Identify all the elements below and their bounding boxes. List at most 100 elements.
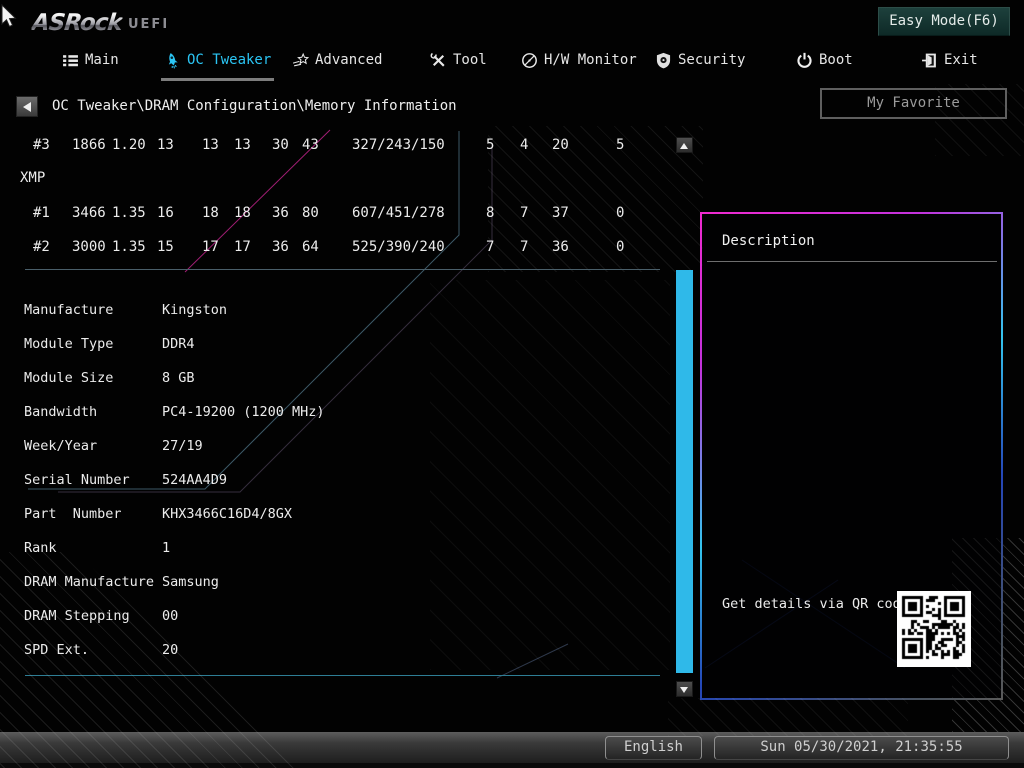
cell: 1.20 [112, 137, 146, 153]
cell: 36 [272, 239, 289, 255]
cell: 36 [272, 205, 289, 221]
asrock-logo: ASRock [30, 10, 124, 36]
info-value: 1 [162, 540, 171, 556]
description-title: Description [722, 233, 815, 249]
cell: 1.35 [112, 239, 146, 255]
info-value: Samsung [162, 574, 219, 590]
cell: 327/243/150 [352, 137, 445, 153]
cell: 525/390/240 [352, 239, 445, 255]
cell: 5 [486, 137, 495, 153]
info-label: Manufacture [24, 302, 114, 318]
exit-icon [922, 53, 936, 67]
tab-label: H/W Monitor [544, 52, 637, 68]
cell: 43 [302, 137, 319, 153]
cell: 0 [616, 205, 625, 221]
tab-main[interactable]: Main [62, 49, 119, 71]
info-value: 20 [162, 642, 179, 658]
cell: 3466 [72, 205, 106, 221]
tab-tool[interactable]: Tool [430, 49, 487, 71]
tools-icon [430, 52, 445, 67]
rocket-icon [168, 52, 178, 68]
info-value: KHX3466C16D4/8GX [162, 506, 293, 522]
cell: #3 [33, 137, 50, 153]
tab-oc-tweaker[interactable]: OC Tweaker [160, 49, 275, 81]
info-value: 27/19 [162, 438, 203, 454]
info-value: 524AA4D9 [162, 472, 228, 488]
cell: 80 [302, 205, 319, 221]
cell: 37 [552, 205, 569, 221]
cell: 18 [234, 205, 251, 221]
tab-security[interactable]: Security [655, 49, 745, 71]
status-bar-strip [0, 763, 1024, 768]
tab-label: Main [85, 52, 119, 68]
cell: 13 [202, 137, 219, 153]
cell: 30 [272, 137, 289, 153]
tab-label: Exit [944, 52, 978, 68]
scrollbar-thumb[interactable] [676, 270, 693, 673]
cell: 7 [486, 239, 495, 255]
cell: 18 [202, 205, 219, 221]
info-value: DDR4 [162, 336, 195, 352]
tab-advanced[interactable]: Advanced [292, 49, 382, 71]
power-icon [797, 52, 812, 68]
triangle-up-icon [680, 143, 688, 149]
info-label: SPD Ext. [24, 642, 90, 658]
cell: 1.35 [112, 205, 146, 221]
scroll-up-button[interactable] [676, 137, 693, 153]
cell: 3000 [72, 239, 106, 255]
info-label: Module Type [24, 336, 114, 352]
cell: 15 [157, 239, 174, 255]
cell: 4 [520, 137, 529, 153]
back-arrow-icon [23, 102, 31, 112]
shield-icon [656, 52, 671, 68]
cell: 13 [157, 137, 174, 153]
cell: 1866 [72, 137, 106, 153]
info-label: DRAM Stepping [24, 608, 130, 624]
qr-caption: Get details via QR code [722, 596, 909, 612]
back-button[interactable] [16, 96, 38, 117]
tab-exit[interactable]: Exit [921, 49, 978, 71]
cell: 607/451/278 [352, 205, 445, 221]
description-rule [707, 261, 997, 262]
breadcrumb: OC Tweaker\DRAM Configuration\Memory Inf… [52, 98, 457, 114]
bg-stripes-midright [430, 280, 670, 670]
uefi-label: UEFI [128, 17, 170, 32]
info-label: Week/Year [24, 438, 98, 454]
star-icon [292, 52, 309, 66]
cell: 7 [520, 205, 529, 221]
info-label: Rank [24, 540, 57, 556]
tab-hw-monitor[interactable]: H/W Monitor [521, 49, 637, 71]
gauge-icon [522, 52, 537, 68]
bg-stripes-abovebar [668, 698, 908, 736]
datetime-display: Sun 05/30/2021, 21:35:55 [714, 736, 1009, 760]
tab-label: Tool [453, 52, 487, 68]
cell: 36 [552, 239, 569, 255]
divider-bottom [25, 675, 660, 676]
tab-label: Advanced [315, 52, 383, 68]
language-button[interactable]: English [605, 736, 702, 760]
cell: 20 [552, 137, 569, 153]
scroll-down-button[interactable] [676, 681, 693, 697]
mouse-cursor [1, 4, 17, 28]
cell: 16 [157, 205, 174, 221]
info-label: Module Size [24, 370, 114, 386]
tab-label: OC Tweaker [187, 52, 272, 68]
cell: #2 [33, 239, 50, 255]
cell: 13 [234, 137, 251, 153]
tab-label: Security [678, 52, 746, 68]
info-value: 8 GB [162, 370, 195, 386]
info-value: PC4-19200 (1200 MHz) [162, 404, 325, 420]
info-label: DRAM Manufacture [24, 574, 155, 590]
cell: 17 [202, 239, 219, 255]
easy-mode-button[interactable]: Easy Mode(F6) [878, 7, 1010, 36]
info-label: Serial Number [24, 472, 130, 488]
info-value: 00 [162, 608, 179, 624]
tab-boot[interactable]: Boot [796, 49, 853, 71]
my-favorite-button[interactable]: My Favorite [820, 88, 1007, 119]
list-icon [63, 54, 78, 66]
tab-label: Boot [819, 52, 853, 68]
info-label: Part Number [24, 506, 122, 522]
info-label: Bandwidth [24, 404, 98, 420]
info-value: Kingston [162, 302, 228, 318]
